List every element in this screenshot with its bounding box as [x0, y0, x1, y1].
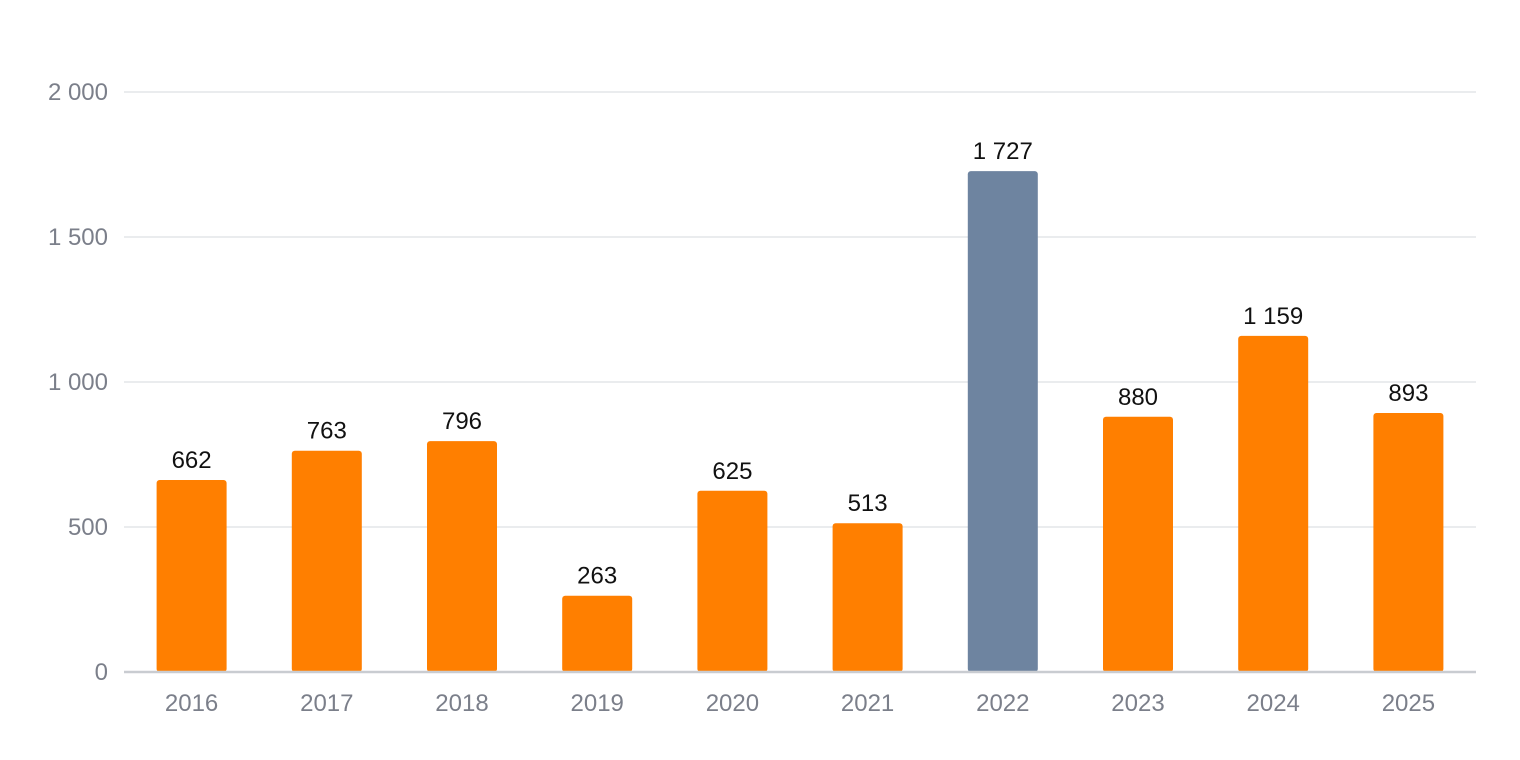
- data-label-2019: 263: [577, 563, 617, 590]
- bars: [156, 171, 1444, 673]
- x-axis: 2016 2017 2018 2019 2020 2021 2022 2023 2024 2025: [124, 670, 1476, 717]
- data-label-2022: 1 727: [973, 138, 1033, 165]
- x-tick-label-2019: 2019: [571, 690, 624, 717]
- x-tick-label-2024: 2024: [1247, 690, 1300, 717]
- x-tick-label-2020: 2020: [706, 690, 759, 717]
- bar-2023: [1103, 416, 1173, 672]
- x-tick-label-2018: 2018: [435, 690, 488, 717]
- bar-2020: [697, 490, 768, 672]
- data-label-2017: 763: [307, 418, 347, 445]
- x-tick-label-2021: 2021: [841, 690, 894, 717]
- y-tick-label: 1 500: [48, 224, 108, 251]
- bar-2024: [1238, 335, 1309, 672]
- bar-2021: [832, 523, 903, 672]
- bar-2022: [967, 171, 1038, 673]
- data-label-2024: 1 159: [1243, 303, 1303, 330]
- bar-2017: [291, 450, 362, 672]
- bar-2019: [562, 595, 633, 672]
- data-labels: 662 763 796 263 625 513 1 727 880 1 159 893: [172, 138, 1429, 590]
- bar-2016: [156, 480, 227, 672]
- data-label-2021: 513: [848, 490, 888, 517]
- y-tick-label: 2 000: [48, 79, 108, 106]
- x-tick-label-2017: 2017: [300, 690, 353, 717]
- data-label-2025: 893: [1388, 380, 1428, 407]
- y-axis: 0 500 1 000 1 500 2 000: [48, 79, 108, 686]
- y-tick-label: 500: [68, 514, 108, 541]
- x-tick-label-2023: 2023: [1111, 690, 1164, 717]
- y-tick-label: 1 000: [48, 369, 108, 396]
- data-label-2023: 880: [1118, 384, 1158, 411]
- data-label-2018: 796: [442, 408, 482, 435]
- data-label-2016: 662: [172, 447, 212, 474]
- x-tick-label-2022: 2022: [976, 690, 1029, 717]
- data-label-2020: 625: [712, 458, 752, 485]
- bar-2025: [1373, 413, 1444, 672]
- x-tick-label-2025: 2025: [1382, 690, 1435, 717]
- bar-2018: [427, 441, 497, 672]
- y-tick-label: 0: [95, 659, 108, 686]
- x-tick-label-2016: 2016: [165, 690, 218, 717]
